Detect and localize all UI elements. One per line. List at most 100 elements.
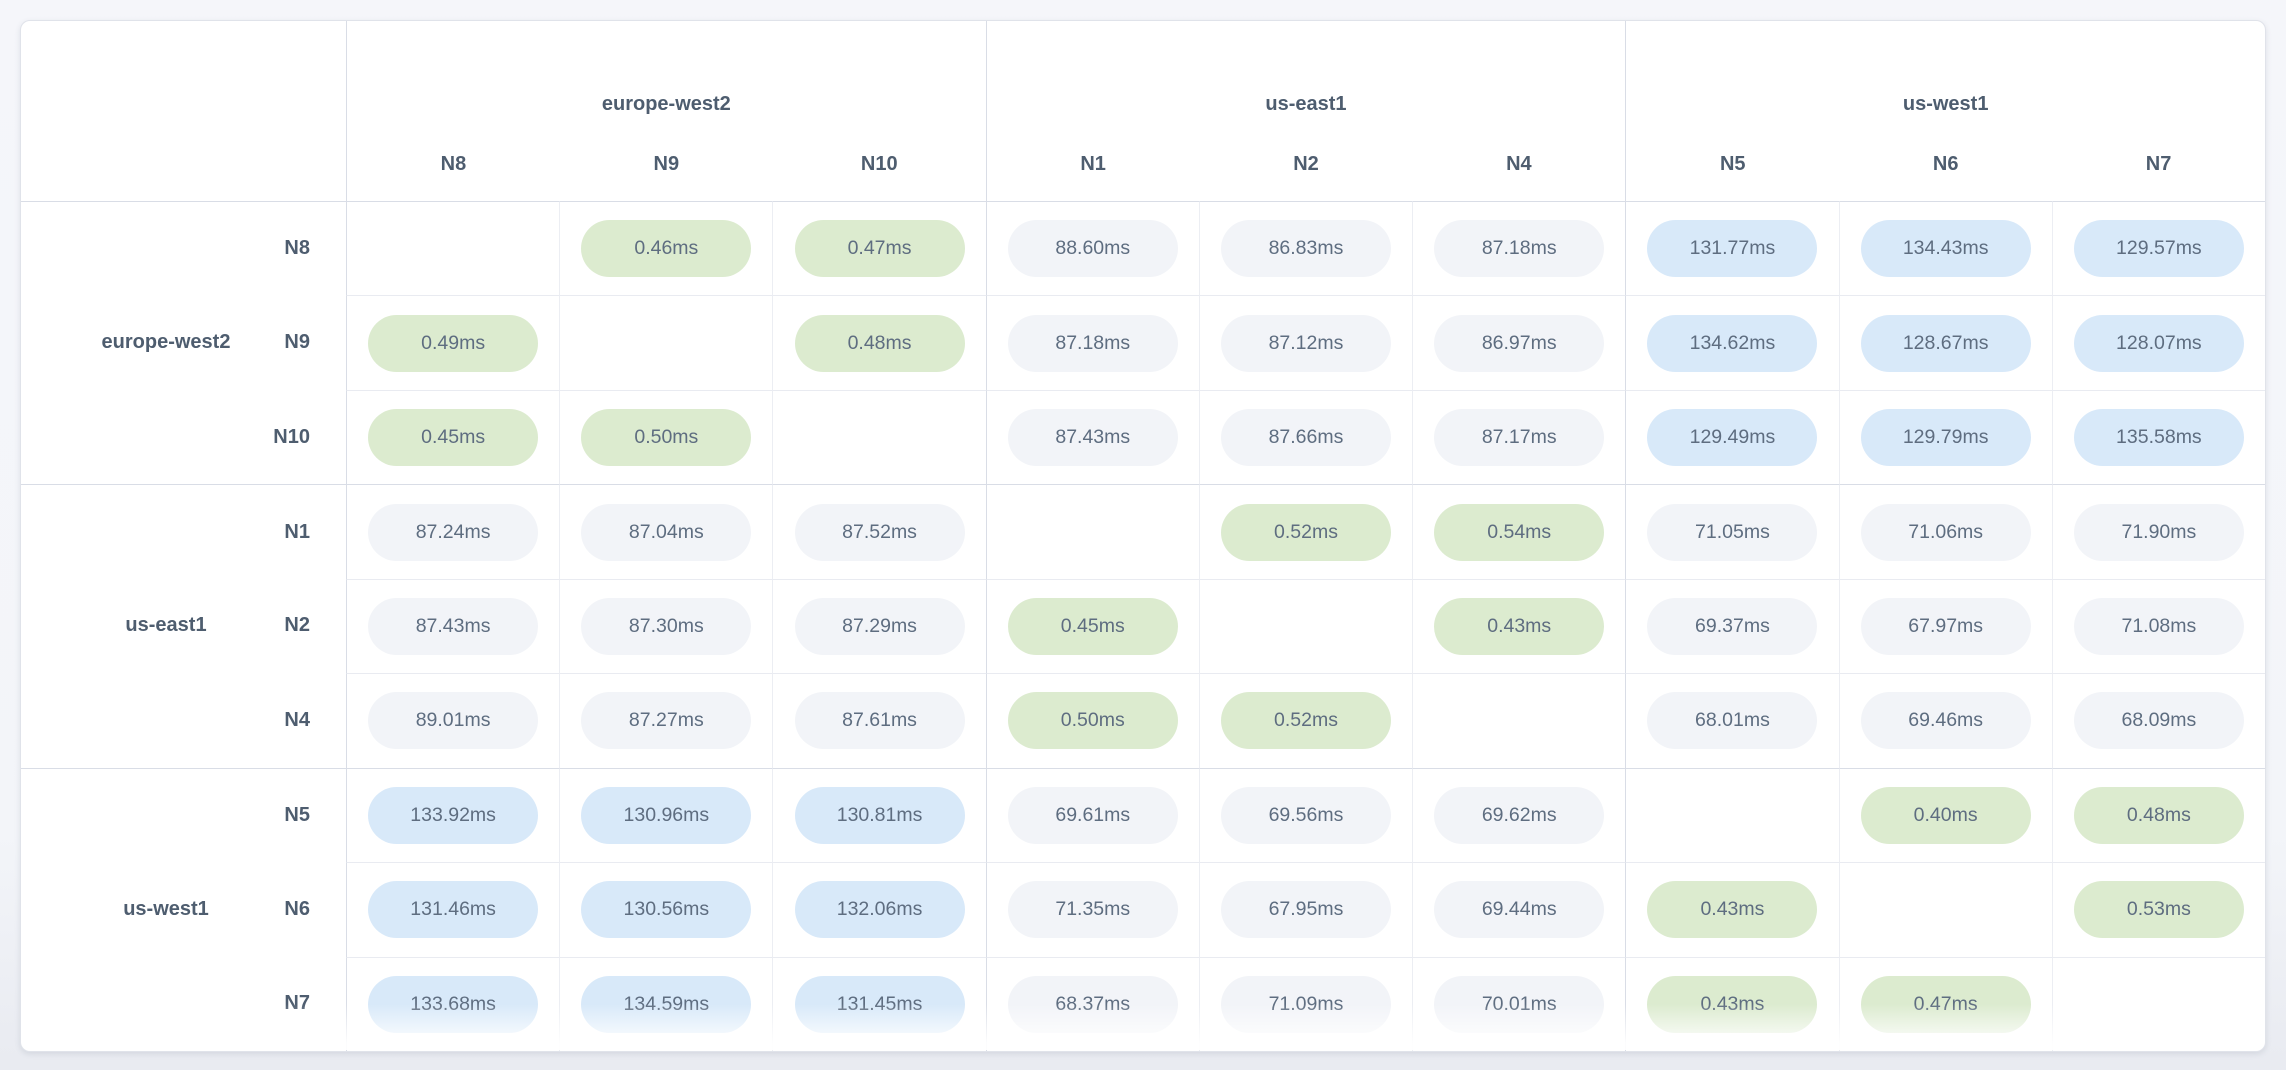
cell-N7-N1: 68.37ms — [985, 956, 1199, 1051]
row-region-label: europe-west2 — [101, 331, 231, 354]
latency-matrix-card: europe-west2 N8 N9 N10 us-east1 N1 N2 N4 us-west… — [20, 20, 2266, 1052]
latency-pill: 0.52ms — [1220, 692, 1391, 750]
latency-pill: 0.48ms — [2073, 786, 2244, 844]
latency-pill: 0.53ms — [2073, 881, 2244, 939]
cell-N2-N6: 67.97ms — [1838, 578, 2052, 674]
cell-N9-N5: 134.62ms — [1625, 295, 1839, 390]
latency-pill: 87.12ms — [1220, 314, 1391, 372]
row-header-N7: N7 — [21, 957, 346, 1051]
latency-pill: 130.56ms — [581, 881, 752, 939]
latency-pill: 0.49ms — [368, 314, 539, 372]
latency-pill: 129.79ms — [1860, 409, 2031, 467]
cell-N9-N8: 0.49ms — [346, 295, 560, 390]
latency-pill: 133.92ms — [368, 786, 539, 844]
latency-pill: 69.37ms — [1647, 597, 1818, 655]
cell-N2-N4: 0.43ms — [1412, 578, 1626, 674]
cell-N5-N5 — [1625, 767, 1839, 863]
latency-pill: 87.66ms — [1220, 409, 1391, 467]
latency-pill: 0.45ms — [1007, 597, 1178, 655]
latency-pill: 0.46ms — [581, 220, 752, 278]
cell-N4-N4 — [1412, 673, 1626, 768]
col-node-label-N6: N6 — [1932, 153, 1959, 175]
latency-pill: 69.62ms — [1434, 786, 1605, 844]
cell-N1-N1 — [985, 484, 1199, 579]
latency-pill: 0.54ms — [1434, 503, 1605, 561]
cell-N4-N2: 0.52ms — [1198, 673, 1413, 768]
cell-N6-N8: 131.46ms — [346, 862, 560, 957]
cell-N7-N10: 131.45ms — [772, 956, 986, 1051]
cell-N2-N9: 87.30ms — [559, 578, 773, 674]
col-node-label-N4: N4 — [1506, 153, 1532, 175]
latency-pill: 132.06ms — [794, 881, 965, 939]
latency-pill: 71.08ms — [2073, 597, 2244, 655]
row-node-label-N9: N9 — [284, 331, 310, 354]
latency-pill: 89.01ms — [368, 692, 539, 750]
cell-N2-N10: 87.29ms — [772, 578, 986, 674]
row-node-label-N8: N8 — [284, 237, 310, 260]
latency-pill: 130.81ms — [794, 786, 965, 844]
cell-N1-N7: 71.90ms — [2051, 484, 2265, 579]
cell-N10-N7: 135.58ms — [2051, 389, 2265, 485]
row-header-N4: N4 — [21, 673, 346, 767]
latency-pill: 87.17ms — [1434, 409, 1605, 467]
latency-pill: 69.61ms — [1007, 786, 1178, 844]
latency-pill: 71.09ms — [1220, 975, 1391, 1033]
cell-N9-N4: 86.97ms — [1412, 295, 1626, 390]
col-group-header-us-east1: us-east1 N1 N2 N4 — [985, 21, 1626, 201]
cell-N10-N6: 129.79ms — [1838, 389, 2052, 485]
latency-pill: 87.27ms — [581, 692, 752, 750]
latency-pill: 71.06ms — [1860, 503, 2031, 561]
cell-N8-N8 — [346, 201, 560, 296]
cell-N6-N7: 0.53ms — [2051, 862, 2265, 957]
cell-N10-N9: 0.50ms — [559, 389, 773, 485]
row-region-label: us-east1 — [125, 614, 207, 637]
cell-N5-N7: 0.48ms — [2051, 767, 2265, 863]
cell-N6-N9: 130.56ms — [559, 862, 773, 957]
cell-N6-N2: 67.95ms — [1198, 862, 1413, 957]
latency-pill: 69.56ms — [1220, 786, 1391, 844]
cell-N10-N5: 129.49ms — [1625, 389, 1839, 485]
cell-N6-N6 — [1838, 862, 2052, 957]
cell-N8-N6: 134.43ms — [1838, 201, 2052, 296]
latency-pill: 87.18ms — [1007, 314, 1178, 372]
cell-N4-N6: 69.46ms — [1838, 673, 2052, 768]
latency-pill: 0.50ms — [581, 409, 752, 467]
cell-N9-N9 — [559, 295, 773, 390]
latency-pill: 0.48ms — [794, 314, 965, 372]
latency-pill: 131.46ms — [368, 881, 539, 939]
cell-N5-N4: 69.62ms — [1412, 767, 1626, 863]
cell-N1-N2: 0.52ms — [1198, 484, 1413, 579]
cell-N7-N6: 0.47ms — [1838, 956, 2052, 1051]
latency-pill: 0.47ms — [794, 220, 965, 278]
latency-pill: 68.37ms — [1007, 975, 1178, 1033]
latency-pill: 88.60ms — [1007, 220, 1178, 278]
row-node-label-N10: N10 — [273, 425, 310, 448]
cell-N7-N4: 70.01ms — [1412, 956, 1626, 1051]
row-node-label-N7: N7 — [284, 992, 310, 1015]
cell-N2-N8: 87.43ms — [346, 578, 560, 674]
cell-N9-N1: 87.18ms — [985, 295, 1199, 390]
latency-pill: 0.52ms — [1220, 503, 1391, 561]
col-node-labels: N5 N6 N7 — [1626, 151, 2265, 177]
latency-pill: 131.77ms — [1647, 220, 1818, 278]
cell-N1-N6: 71.06ms — [1838, 484, 2052, 579]
latency-pill: 0.45ms — [368, 409, 539, 467]
cell-N2-N2 — [1198, 578, 1413, 674]
cell-N7-N2: 71.09ms — [1198, 956, 1413, 1051]
row-header-N6: us-west1 N6 — [21, 862, 346, 956]
latency-pill: 70.01ms — [1434, 975, 1605, 1033]
cell-N8-N1: 88.60ms — [985, 201, 1199, 296]
row-region-label: us-west1 — [123, 897, 209, 920]
latency-pill: 0.43ms — [1647, 881, 1818, 939]
cell-N10-N8: 0.45ms — [346, 389, 560, 485]
latency-pill: 0.47ms — [1860, 975, 2031, 1033]
col-group-header-europe-west2: europe-west2 N8 N9 N10 — [346, 21, 986, 201]
cell-N4-N10: 87.61ms — [772, 673, 986, 768]
cell-N8-N4: 87.18ms — [1412, 201, 1626, 296]
latency-pill: 133.68ms — [368, 975, 539, 1033]
cell-N4-N9: 87.27ms — [559, 673, 773, 768]
cell-N1-N9: 87.04ms — [559, 484, 773, 579]
latency-pill: 86.83ms — [1220, 220, 1391, 278]
col-region-label: europe-west2 — [601, 93, 731, 115]
cell-N1-N4: 0.54ms — [1412, 484, 1626, 579]
